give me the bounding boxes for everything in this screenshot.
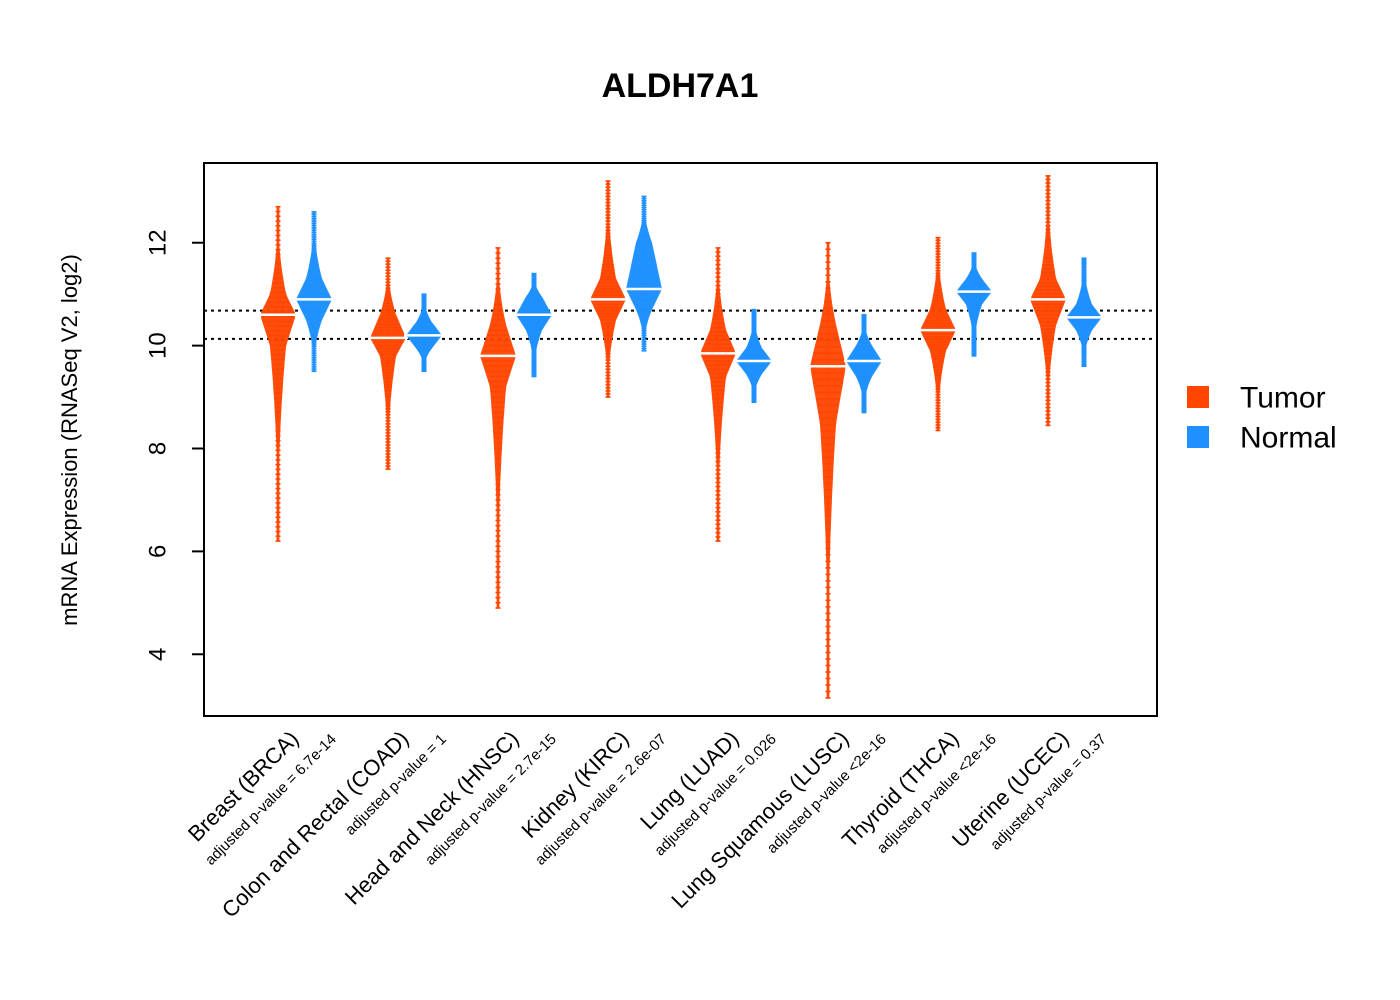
tumor-violin — [698, 247, 738, 542]
tumor-violin — [808, 241, 848, 699]
tumor-violin — [1028, 175, 1068, 427]
tumor-violin — [258, 205, 298, 542]
y-tick-label: 8 — [144, 442, 171, 455]
legend-label: Tumor — [1240, 382, 1326, 415]
normal-violin — [624, 195, 664, 352]
legend-swatch — [1187, 386, 1209, 408]
normal-violin — [954, 252, 994, 357]
y-tick-label: 4 — [144, 648, 171, 661]
y-tick-label: 12 — [144, 229, 171, 256]
x-axis-labels: Breast (BRCA)adjusted p-value = 6.7e-14C… — [183, 726, 1110, 923]
y-axis-label: mRNA Expression (RNASeq V2, log2) — [57, 254, 82, 626]
normal-violin — [734, 308, 774, 404]
tumor-violin — [588, 180, 628, 398]
normal-violin — [294, 211, 334, 373]
legend: Tumor Normal — [1187, 382, 1337, 455]
tumor-violin — [368, 257, 408, 470]
legend-label: Normal — [1240, 422, 1337, 455]
y-tick-label: 6 — [144, 545, 171, 558]
tumor-violin — [918, 236, 958, 432]
normal-violin — [404, 293, 444, 373]
legend-swatch — [1187, 426, 1209, 448]
y-axis: 4 6 8 10 12 — [144, 229, 204, 661]
normal-violin — [1064, 257, 1104, 368]
tumor-violin — [478, 247, 518, 609]
plot-area — [204, 175, 1157, 699]
y-tick-label: 10 — [144, 332, 171, 359]
normal-violin — [514, 272, 554, 378]
chart-title: ALDH7A1 — [602, 67, 759, 105]
plot-frame — [203, 162, 1158, 717]
normal-violin — [844, 313, 884, 414]
